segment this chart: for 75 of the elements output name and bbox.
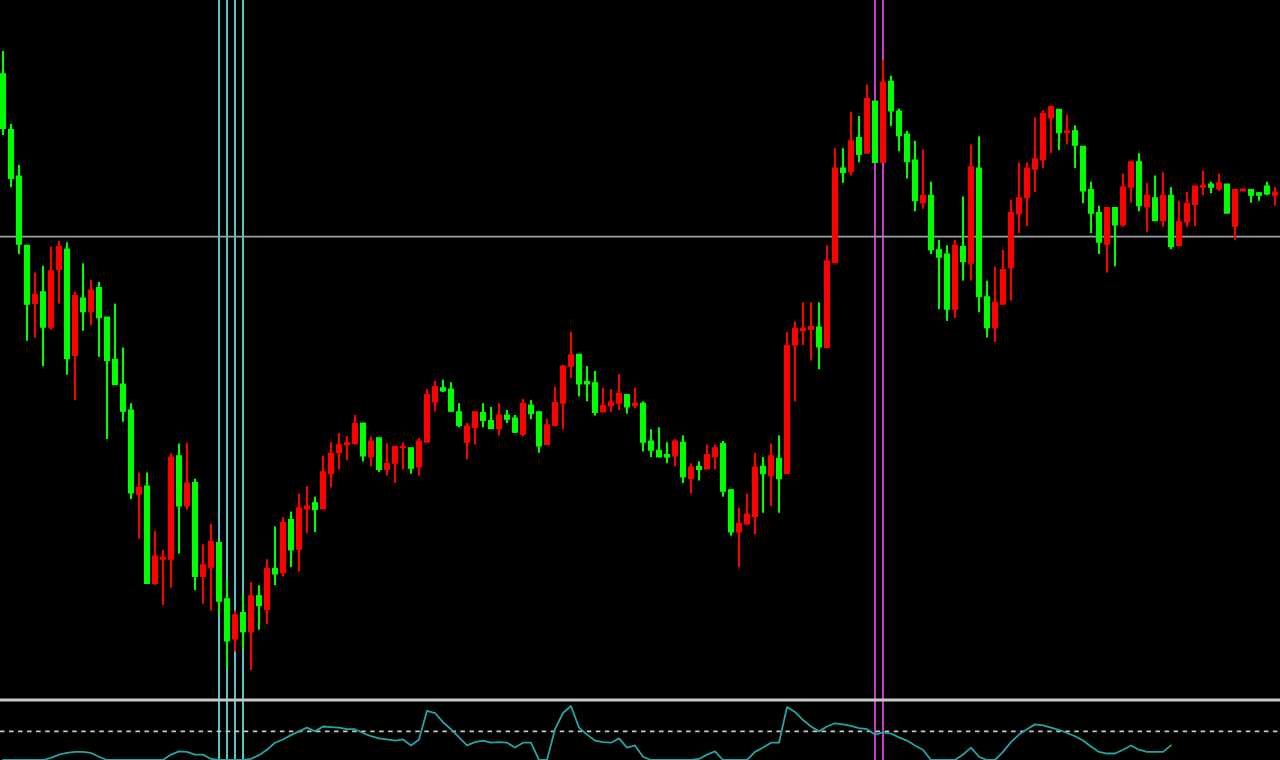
candlestick <box>79 262 87 332</box>
candlestick <box>919 148 927 210</box>
candlestick <box>399 441 407 471</box>
candlestick <box>455 402 463 429</box>
candlestick <box>183 441 191 511</box>
candlestick <box>239 593 247 650</box>
candlestick <box>1087 180 1095 235</box>
candlestick <box>55 239 63 305</box>
candlestick <box>615 373 623 412</box>
candlestick <box>1151 174 1159 222</box>
candlestick <box>199 543 207 605</box>
candlestick <box>567 330 575 379</box>
candlestick <box>703 443 711 471</box>
candlestick <box>527 399 535 421</box>
candlestick <box>599 386 607 413</box>
candlestick <box>775 434 783 514</box>
candlestick <box>159 548 167 607</box>
candlestick <box>471 410 479 446</box>
candlestick <box>1271 186 1279 207</box>
candlestick <box>351 413 359 446</box>
candlestick <box>759 456 767 514</box>
candlestick <box>1015 161 1023 235</box>
candlestick <box>255 584 263 631</box>
candlestick <box>695 460 703 482</box>
candlestick <box>391 445 399 485</box>
candlestick <box>1183 191 1191 228</box>
candlestick <box>767 442 775 507</box>
candlestick <box>1031 116 1039 194</box>
candlestick <box>1175 199 1183 248</box>
candlestick <box>431 379 439 413</box>
candlestick <box>959 195 967 282</box>
candlestick <box>495 402 503 437</box>
candlestick <box>583 365 591 403</box>
candlestick <box>407 446 415 475</box>
candlestick <box>855 114 863 164</box>
candlestick <box>1063 113 1071 146</box>
candlestick <box>383 442 391 477</box>
candlestick <box>647 428 655 459</box>
candlestick <box>839 147 847 184</box>
candlestick <box>1047 104 1055 155</box>
candlestick <box>87 278 95 327</box>
candlestick <box>743 492 751 525</box>
candlestick <box>1191 184 1199 228</box>
candlestick <box>447 381 455 413</box>
candlestick <box>1071 124 1079 170</box>
candlestick <box>327 441 335 489</box>
candlestick <box>271 525 279 587</box>
candlestick <box>311 495 319 533</box>
candlestick <box>463 421 471 461</box>
candlestick <box>1111 206 1119 268</box>
candlestick <box>551 385 559 427</box>
candlestick <box>135 471 143 540</box>
candlestick <box>791 320 799 403</box>
candlestick <box>935 238 943 311</box>
candlestick <box>623 393 631 415</box>
candlestick <box>1199 169 1207 197</box>
candlestick <box>1143 181 1151 233</box>
candlestick <box>711 443 719 471</box>
candlestick <box>687 462 695 495</box>
candlestick <box>31 271 39 339</box>
candlestick <box>543 417 551 446</box>
candlestick <box>655 426 663 459</box>
candlestick <box>815 301 823 371</box>
candlestick <box>303 485 311 535</box>
candlestick <box>335 431 343 471</box>
candlestick <box>735 506 743 569</box>
candlestick <box>671 438 679 468</box>
candlestick <box>343 434 351 462</box>
candlestick <box>807 301 815 362</box>
candlestick <box>367 435 375 468</box>
candlestick <box>1055 108 1063 152</box>
candlestick <box>479 402 487 429</box>
candlestick <box>663 441 671 465</box>
candlestick <box>607 387 615 413</box>
candlestick <box>487 405 495 430</box>
